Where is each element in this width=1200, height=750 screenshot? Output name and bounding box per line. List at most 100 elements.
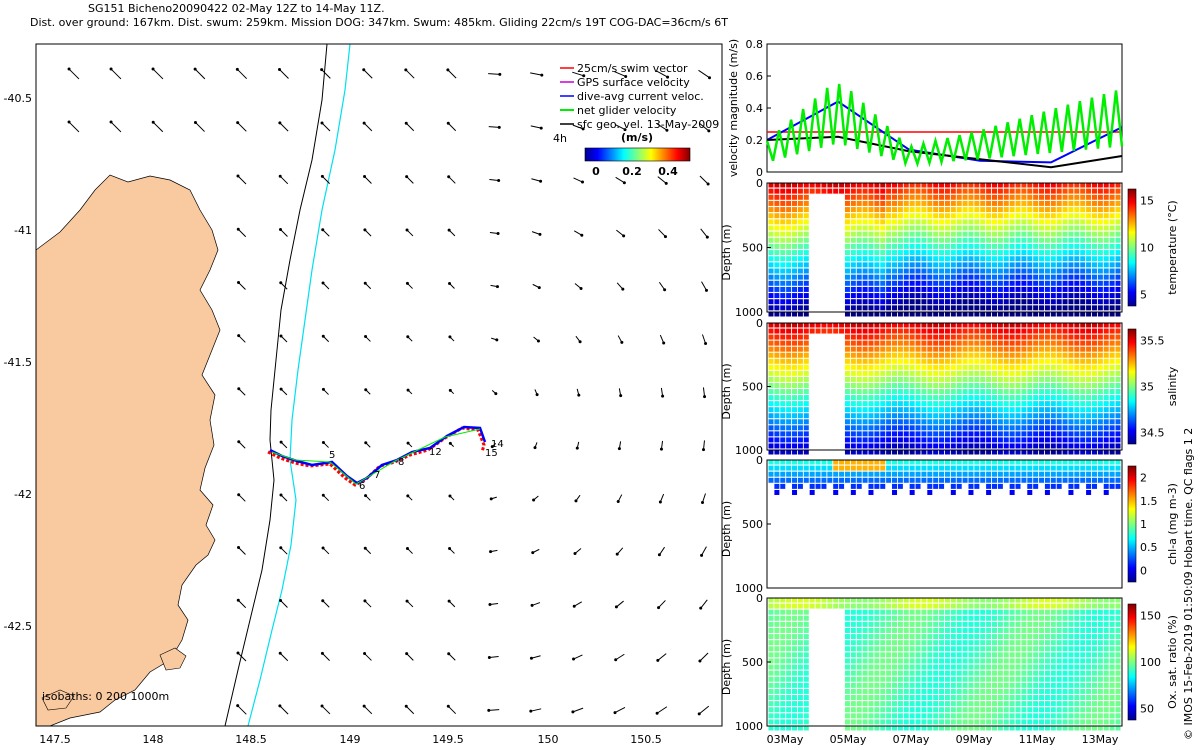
section-sample: [915, 376, 921, 382]
section-sample: [780, 634, 786, 640]
section-sample: [915, 256, 921, 262]
section-sample: [1074, 389, 1080, 395]
section-sample: [1109, 701, 1115, 707]
section-sample: [862, 701, 868, 707]
vector-arrow-head: [487, 655, 491, 659]
section-sample: [1062, 413, 1068, 419]
section-sample: [897, 358, 903, 364]
vector-arrow-head: [573, 551, 577, 555]
section-sample: [974, 707, 980, 713]
section-sample: [944, 597, 950, 603]
section-sample: [839, 471, 845, 477]
section-sample: [986, 305, 992, 311]
vector-arrow-head: [405, 652, 409, 656]
section-sample: [956, 243, 962, 249]
section-sample: [1068, 634, 1074, 640]
section-sample: [1015, 401, 1021, 407]
section-sample: [868, 419, 874, 425]
section-sample: [921, 719, 927, 725]
section-sample: [921, 207, 927, 213]
section-sample: [1080, 443, 1086, 449]
section-sample: [1027, 207, 1033, 213]
section-sample: [856, 407, 862, 413]
section-sample: [892, 194, 898, 200]
section-sample: [1068, 395, 1074, 401]
section-sample: [909, 489, 915, 495]
section-sample: [1080, 407, 1086, 413]
section-sample: [880, 286, 886, 292]
section-sample: [956, 477, 962, 483]
section-sample: [968, 305, 974, 311]
section-sample: [1044, 465, 1050, 471]
section-sample: [874, 652, 880, 658]
section-sample: [986, 293, 992, 299]
section-sample: [780, 407, 786, 413]
section-sample: [909, 603, 915, 609]
section-sample: [933, 352, 939, 358]
section-sample: [1103, 311, 1109, 317]
section-sample: [1015, 725, 1021, 731]
section-sample: [897, 676, 903, 682]
colorbar-tick-label: 34.5: [1140, 427, 1165, 440]
vector-arrow-head: [659, 447, 663, 451]
section-sample: [774, 707, 780, 713]
section-sample: [1074, 688, 1080, 694]
section-sample: [956, 376, 962, 382]
section-sample: [921, 640, 927, 646]
vector-arrow: [531, 655, 541, 659]
section-sample: [1074, 407, 1080, 413]
section-sample: [1056, 188, 1062, 194]
vector-arrow: [614, 71, 626, 77]
section-sample: [892, 664, 898, 670]
section-sample: [774, 207, 780, 213]
section-sample: [792, 200, 798, 206]
section-sample: [1009, 670, 1015, 676]
section-sample: [797, 443, 803, 449]
section-sample: [1009, 243, 1015, 249]
vector-arrow-head: [320, 121, 324, 125]
section-sample: [962, 431, 968, 437]
section-sample: [850, 194, 856, 200]
section-sample: [892, 358, 898, 364]
section-sample: [974, 465, 980, 471]
section-sample: [986, 194, 992, 200]
section-sample: [792, 413, 798, 419]
section-sample: [786, 262, 792, 268]
section-sample: [1068, 213, 1074, 219]
vector-arrow: [489, 656, 499, 658]
section-sample: [1039, 664, 1045, 670]
section-sample: [997, 286, 1003, 292]
section-sample: [1068, 477, 1074, 483]
section-sample: [856, 225, 862, 231]
section-sample: [1015, 658, 1021, 664]
section-sample: [1062, 443, 1068, 449]
section-sample: [1086, 465, 1092, 471]
section-sample: [827, 459, 833, 465]
section-sample: [1062, 664, 1068, 670]
section-ytick-label: 1000: [735, 444, 763, 457]
section-sample: [897, 646, 903, 652]
section-sample: [844, 664, 850, 670]
section-sample: [991, 459, 997, 465]
section-sample: [862, 413, 868, 419]
section-sample: [850, 713, 856, 719]
section-sample: [768, 676, 774, 682]
section-sample: [862, 431, 868, 437]
section-sample: [868, 676, 874, 682]
section-sample: [1033, 413, 1039, 419]
section-sample: [880, 471, 886, 477]
section-sample: [792, 419, 798, 425]
section-sample: [1080, 346, 1086, 352]
section-sample: [1068, 358, 1074, 364]
section-sample: [939, 413, 945, 419]
section-sample: [991, 477, 997, 483]
vector-arrow: [237, 652, 247, 662]
section-sample: [792, 311, 798, 317]
section-sample: [797, 407, 803, 413]
section-sample: [797, 358, 803, 364]
section-sample: [803, 250, 809, 256]
vector-arrow: [572, 707, 584, 713]
section-sample: [1086, 725, 1092, 731]
section-sample: [892, 682, 898, 688]
section-sample: [903, 676, 909, 682]
